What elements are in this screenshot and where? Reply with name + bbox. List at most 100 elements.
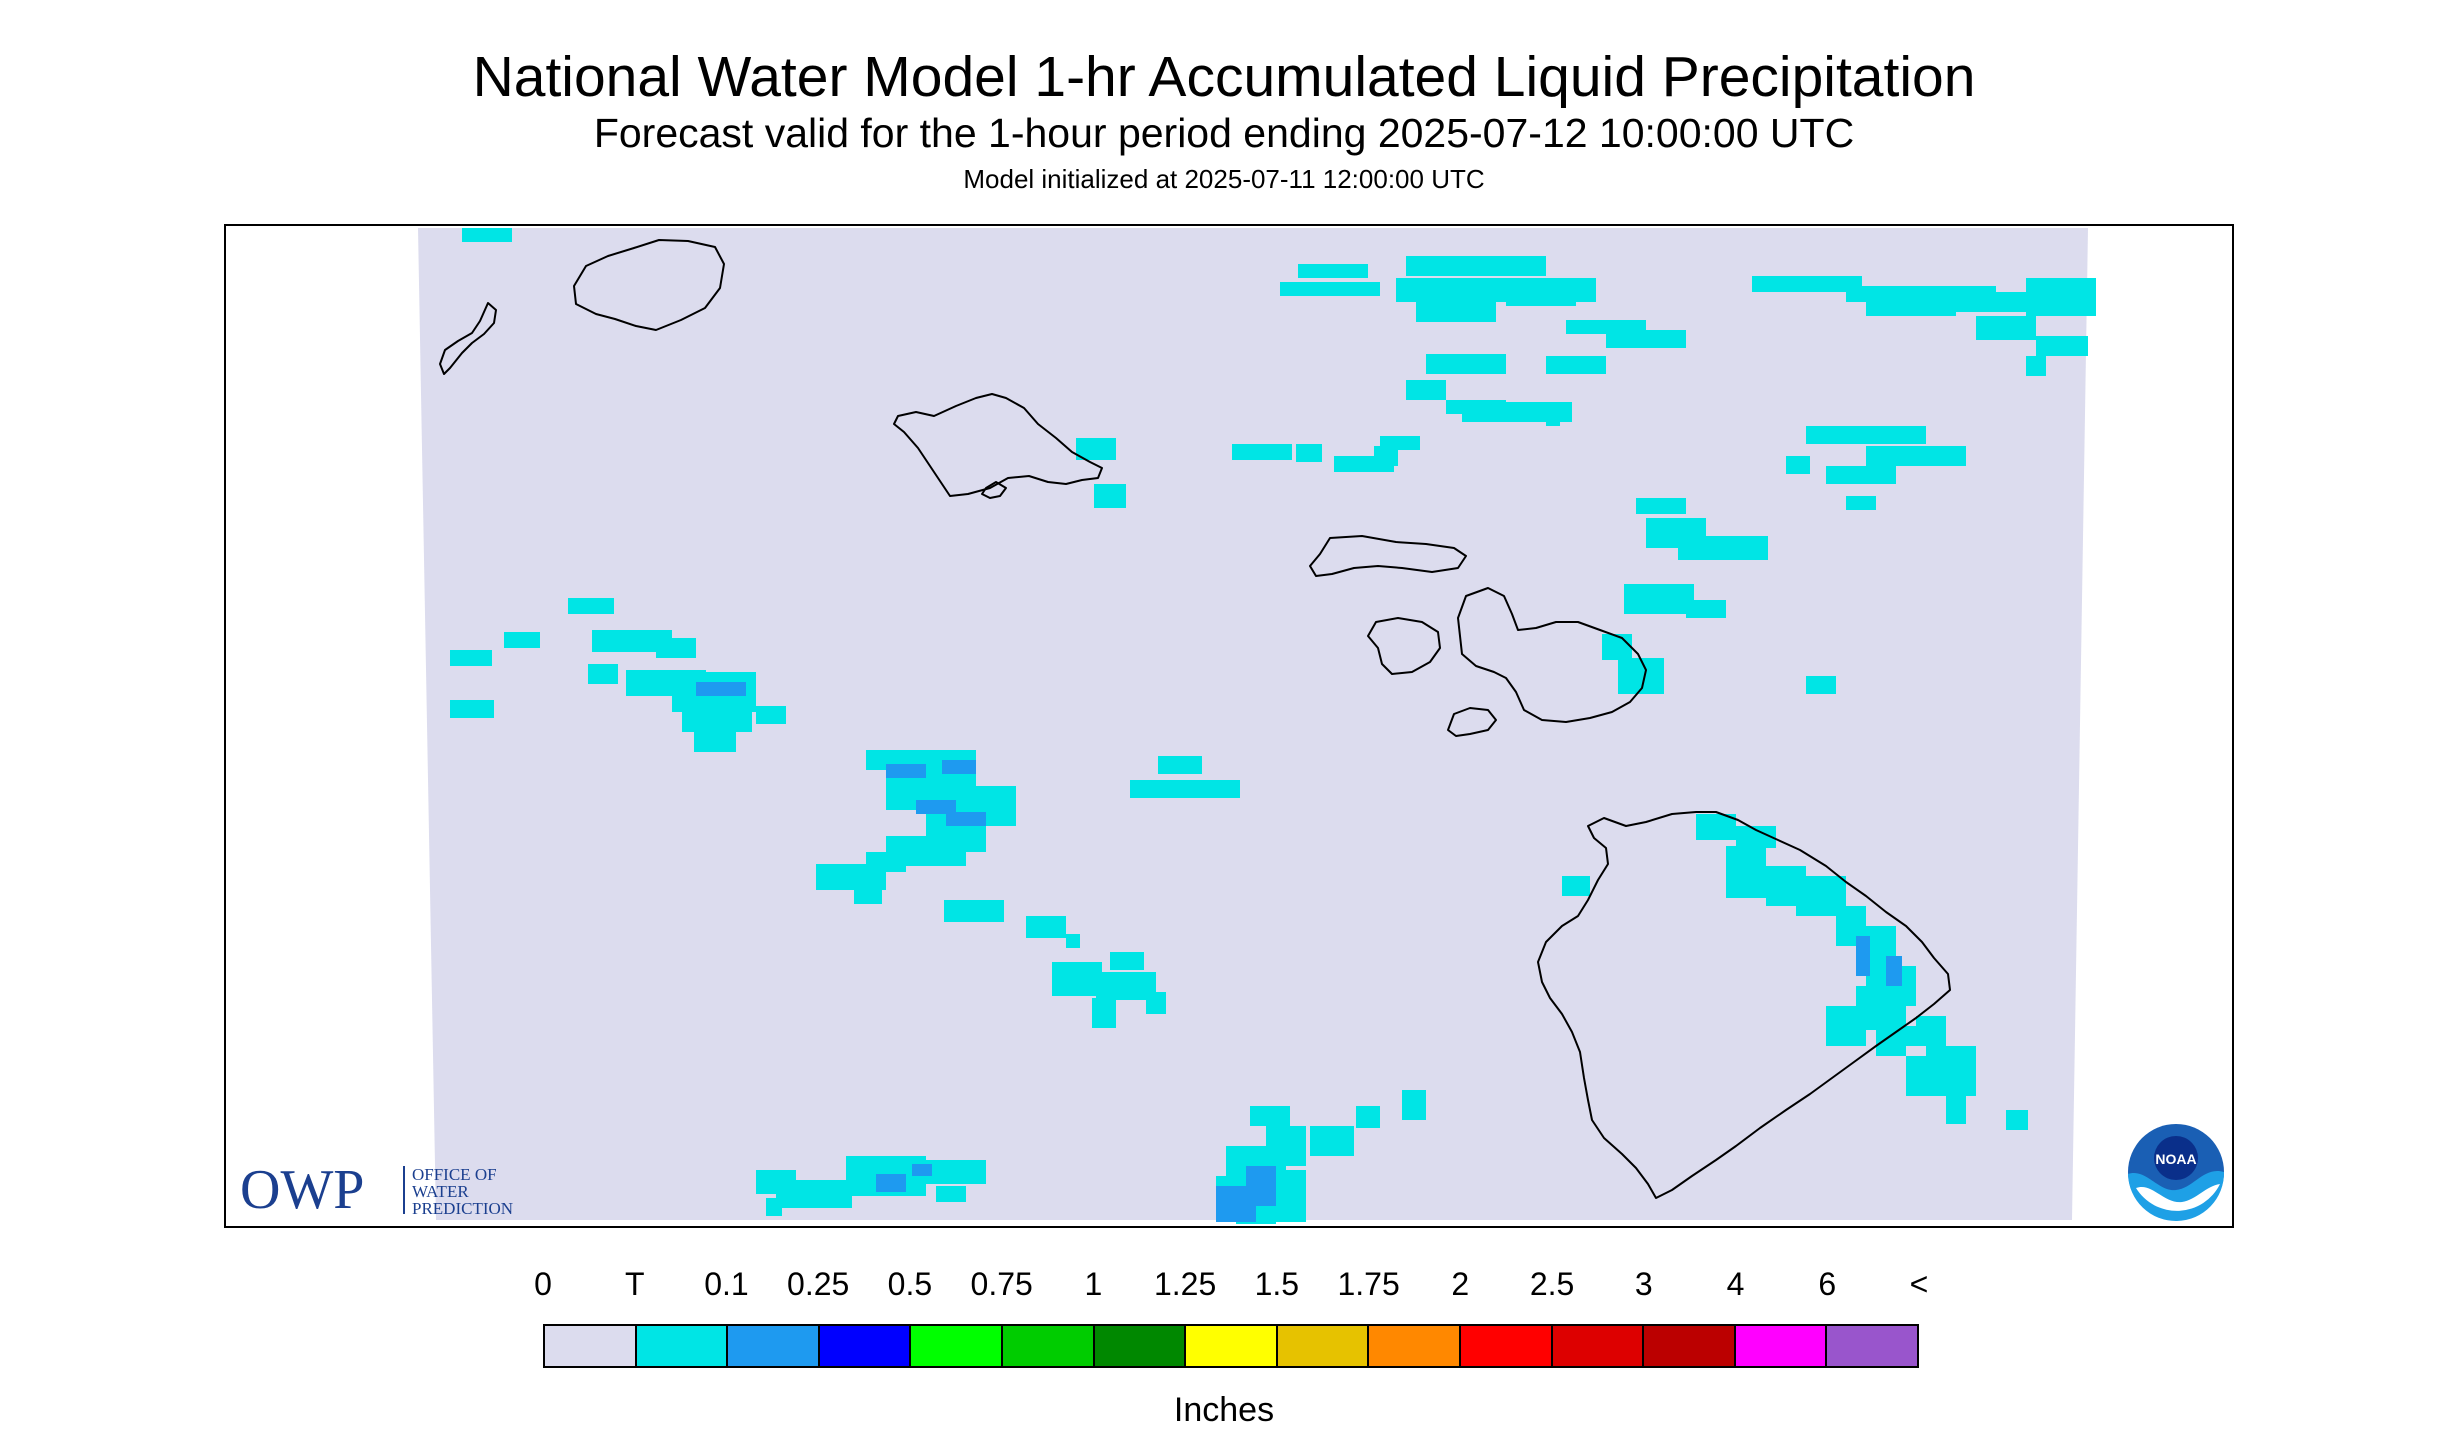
legend-swatch: [1094, 1326, 1187, 1366]
precip-cell-trace: [1146, 992, 1166, 1014]
precip-cell-trace: [1426, 354, 1506, 374]
precip-cell-0p1: [1886, 956, 1902, 986]
legend-swatch: [728, 1326, 820, 1366]
precip-cell-trace: [1406, 256, 1546, 276]
precip-cell-trace: [1094, 484, 1126, 508]
precip-cell-trace: [1866, 446, 1966, 466]
precip-cell-trace: [1356, 1106, 1380, 1128]
forecast-valid-subtitle: Forecast valid for the 1-hour period end…: [593, 110, 1855, 156]
owp-logo: OWP OFFICE OF WATER PREDICTION: [240, 1158, 580, 1221]
precip-cell-trace: [694, 732, 736, 752]
legend-swatch: [1644, 1326, 1736, 1366]
precip-cell-trace: [1786, 456, 1810, 474]
precip-cell-trace: [1296, 444, 1322, 462]
precip-cell-0p1: [1226, 1186, 1246, 1206]
precip-cell-trace: [1946, 1096, 1966, 1124]
precip-cell-0p1: [942, 760, 976, 774]
legend-tick-label: 4: [1726, 1266, 1745, 1302]
precip-cell-trace: [450, 700, 494, 718]
precip-cell-trace: [1334, 456, 1394, 472]
precip-cell-trace: [504, 632, 540, 648]
legend-swatch: [1460, 1326, 1553, 1366]
precip-cell-trace: [1280, 282, 1380, 296]
precipitation-map: [418, 228, 2096, 1224]
precip-cell-trace: [1076, 438, 1116, 460]
precip-cell-trace: [1916, 1016, 1946, 1036]
island-kauai: [573, 239, 725, 331]
legend-swatch: [1002, 1326, 1095, 1366]
model-init-line: Model initialized at 2025-07-11 12:00:00…: [963, 164, 1485, 194]
precip-cell-0p1: [1856, 936, 1870, 976]
precip-cell-0p1: [912, 1164, 932, 1176]
precip-cell-trace: [1686, 600, 1726, 618]
precip-cell-0p1: [1246, 1166, 1276, 1206]
owp-wordmark: OWP: [240, 1159, 364, 1218]
precip-cell-trace: [1052, 962, 1102, 996]
precip-cell-trace: [1976, 316, 2036, 340]
precip-cell-trace: [776, 1180, 852, 1208]
precip-cell-trace: [1546, 356, 1606, 374]
island-oahu: [893, 393, 1103, 497]
legend-tick-label: 1: [1084, 1266, 1103, 1302]
precip-cell-trace: [1310, 1126, 1354, 1156]
legend-colorbar: [543, 1324, 1919, 1368]
precip-cell-trace: [944, 900, 1004, 922]
legend-units: Inches: [1173, 1391, 1275, 1429]
legend-swatch: [1827, 1326, 1917, 1366]
precip-cell-0p1: [886, 764, 926, 778]
precip-cell-trace: [1026, 916, 1066, 938]
precip-cell-trace: [1826, 1006, 1866, 1046]
island-lanai: [1367, 617, 1441, 675]
precip-cell-trace: [2006, 1110, 2028, 1130]
island-maui: [1457, 587, 1647, 723]
legend-tick-label: 1.75: [1337, 1266, 1400, 1302]
precip-cell-0p1: [696, 682, 746, 696]
precip-cell-trace: [766, 1198, 782, 1216]
precip-cell-trace: [1846, 496, 1876, 510]
island-kahoolawe: [1447, 707, 1497, 737]
legend-swatch: [1552, 1326, 1645, 1366]
island-hawaii: [1537, 811, 1951, 1199]
precip-cell-trace: [462, 228, 512, 242]
legend-tick-label: <: [1909, 1266, 1929, 1302]
legend-swatch: [1186, 1326, 1278, 1366]
precip-cell-trace: [1416, 300, 1496, 322]
precip-cell-trace: [1906, 1056, 1946, 1096]
precip-cell-trace: [568, 598, 614, 614]
precip-cell-trace: [656, 638, 696, 658]
legend-swatch: [1369, 1326, 1461, 1366]
legend-swatch: [1277, 1326, 1370, 1366]
precip-cell-0p1: [876, 1174, 906, 1192]
precip-cell-trace: [1806, 426, 1926, 444]
precip-cell-trace: [1402, 1090, 1426, 1120]
precip-cell-trace: [926, 1160, 986, 1184]
legend-swatch: [1735, 1326, 1828, 1366]
legend-swatch: [636, 1326, 729, 1366]
legend-tick-label: 2: [1451, 1266, 1470, 1302]
owp-line-2: WATER: [412, 1182, 469, 1201]
precip-cell-trace: [1696, 814, 1736, 840]
precip-cell-trace: [450, 650, 492, 666]
precip-cell-trace: [1250, 1106, 1290, 1126]
precip-cell-trace: [1462, 402, 1572, 422]
map-panel: OWP OFFICE OF WATER PREDICTION NOAA: [224, 224, 2234, 1228]
precip-cell-trace: [2026, 356, 2046, 376]
precip-cell-trace: [1158, 756, 1202, 774]
legend-tick-label: T: [624, 1266, 645, 1302]
precip-cell-trace: [1752, 276, 1862, 292]
precip-cell-trace: [1602, 634, 1632, 660]
legend-tick-label: 1.25: [1153, 1266, 1217, 1302]
legend-tick-label: 2.5: [1529, 1266, 1575, 1302]
precip-cell-trace: [1624, 584, 1694, 614]
precip-cell-trace: [1806, 676, 1836, 694]
legend-labels: 0 T 0.1 0.25 0.5 0.75 1 1.25 1.5 1.75 2 2.5 3 4 6 <: [0, 1266, 2448, 1306]
precipitation-layer: [450, 228, 2096, 1224]
pearl-harbor: [981, 481, 1007, 499]
precip-cell-0p1: [946, 812, 986, 826]
precip-cell-trace: [1298, 264, 1368, 278]
page-title: National Water Model 1-hr Accumulated Li…: [472, 45, 1976, 109]
owp-line-3: PREDICTION: [412, 1199, 513, 1218]
precip-cell-trace: [1678, 536, 1768, 560]
owp-line-1: OFFICE OF: [412, 1165, 497, 1184]
precip-cell-trace: [2036, 336, 2088, 356]
